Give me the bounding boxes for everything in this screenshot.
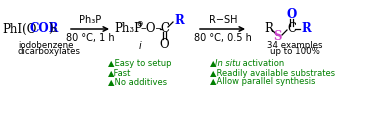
- Text: S: S: [274, 31, 282, 44]
- Text: PhI(O: PhI(O: [2, 22, 36, 35]
- Text: O: O: [287, 7, 297, 20]
- Text: R−SH: R−SH: [209, 15, 237, 25]
- Text: Ph₃P: Ph₃P: [114, 22, 142, 35]
- Text: R: R: [264, 22, 273, 35]
- Text: ▲Fast: ▲Fast: [108, 68, 132, 77]
- Text: ▲No additives: ▲No additives: [108, 77, 167, 86]
- Text: 80 °C, 1 h: 80 °C, 1 h: [66, 33, 114, 43]
- Text: dicarboxylates: dicarboxylates: [18, 48, 81, 57]
- Text: R: R: [301, 22, 311, 35]
- Text: 80 °C, 0.5 h: 80 °C, 0.5 h: [194, 33, 252, 43]
- Text: –O–: –O–: [140, 22, 161, 35]
- Text: C: C: [288, 22, 296, 35]
- Text: ▲: ▲: [210, 60, 217, 68]
- Text: ▲Readily available substrates: ▲Readily available substrates: [210, 68, 335, 77]
- Text: ▲Easy to setup: ▲Easy to setup: [108, 60, 172, 68]
- Text: 34 examples: 34 examples: [267, 40, 323, 49]
- Text: i: i: [139, 41, 141, 51]
- Text: O: O: [160, 38, 169, 51]
- Text: ▲Allow parallel synthesis: ▲Allow parallel synthesis: [210, 77, 316, 86]
- Text: Ph₃P: Ph₃P: [79, 15, 101, 25]
- Text: R: R: [174, 13, 184, 26]
- Text: )₂: )₂: [48, 22, 57, 35]
- Text: up to 100%: up to 100%: [270, 48, 320, 57]
- Text: COR: COR: [30, 22, 59, 35]
- Text: ⊕: ⊕: [136, 20, 143, 29]
- Text: activation: activation: [240, 60, 284, 68]
- Text: C: C: [161, 22, 169, 35]
- Text: In situ: In situ: [215, 60, 241, 68]
- Text: iodobenzene: iodobenzene: [18, 40, 73, 49]
